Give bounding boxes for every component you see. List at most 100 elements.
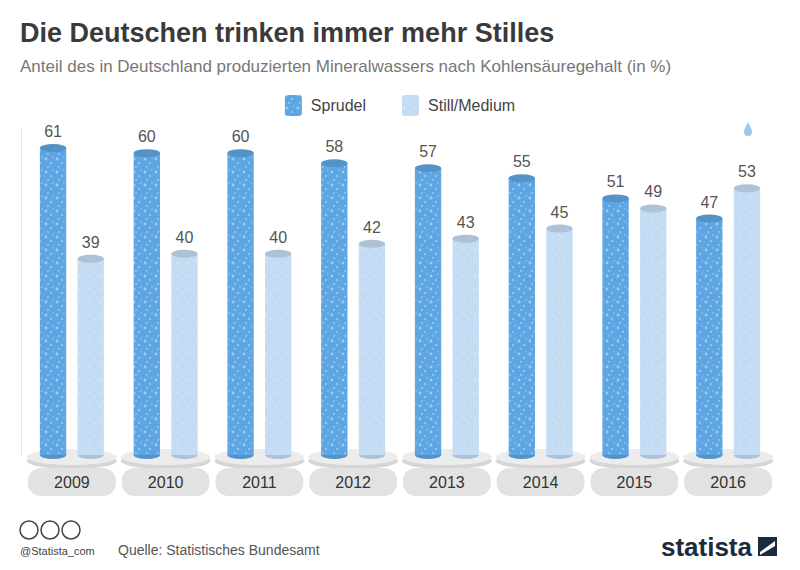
bar — [509, 178, 535, 455]
data-label: 53 — [738, 163, 756, 180]
bar — [171, 254, 197, 455]
data-label: 43 — [457, 214, 475, 231]
legend-swatch-bubbles — [402, 95, 419, 116]
bar-bubbles — [734, 188, 760, 455]
pedestals — [27, 449, 773, 496]
data-label: 57 — [419, 143, 437, 160]
data-label: 49 — [644, 183, 662, 200]
x-tick: 2014 — [523, 474, 559, 491]
drop-icon — [744, 122, 752, 136]
bar-cap — [696, 215, 722, 223]
credit: @Statista_com — [20, 545, 95, 557]
data-label: 61 — [44, 123, 62, 140]
logo-icon — [758, 537, 777, 556]
bar-cap — [602, 194, 628, 202]
bar — [453, 239, 479, 455]
year-box — [497, 468, 585, 496]
bar-cap — [415, 164, 441, 172]
x-tick-label: 2012 — [335, 474, 371, 491]
data-label: 40 — [176, 229, 194, 246]
bar-bubbles — [696, 219, 722, 455]
bar-bubbles — [509, 178, 535, 455]
logo-icon-mark — [760, 541, 775, 555]
bar-cap — [40, 144, 66, 152]
bar-cap — [134, 149, 160, 157]
bar-bubbles — [227, 153, 253, 455]
x-tick: 2011 — [242, 474, 277, 491]
x-tick: 2013 — [429, 474, 465, 491]
bar-bubbles — [453, 239, 479, 455]
bar-cap — [227, 149, 253, 157]
bar-bubbles — [415, 168, 441, 455]
bar-cap — [734, 184, 760, 192]
x-tick: 2010 — [148, 474, 184, 491]
x-tick: 2015 — [617, 474, 653, 491]
x-tick-label: 2009 — [54, 474, 90, 491]
y-axis — [21, 129, 22, 456]
bar — [640, 208, 666, 455]
bar — [359, 244, 385, 455]
legend-label: Sprudel — [311, 97, 366, 114]
x-tick-label: 2013 — [429, 474, 465, 491]
bar-bubbles — [359, 244, 385, 455]
x-tick: 2012 — [335, 474, 371, 491]
legend-item: Sprudel — [285, 95, 366, 116]
legend-swatch-bubbles — [285, 95, 302, 116]
bar — [734, 188, 760, 455]
bar — [415, 168, 441, 455]
bar-cap — [78, 255, 104, 263]
bar — [40, 148, 66, 455]
bar-cap — [171, 250, 197, 258]
subtitle: Anteil des in Deutschland produzierten M… — [20, 57, 671, 76]
year-box — [684, 468, 772, 496]
data-label: 42 — [363, 219, 381, 236]
y-axis-line — [21, 129, 22, 456]
bar — [321, 163, 347, 455]
source: Quelle: Statistisches Bundesamt — [118, 542, 320, 558]
bar-cap — [546, 225, 572, 233]
bar — [546, 229, 572, 455]
bar-cap — [509, 174, 535, 182]
bar-bubbles — [602, 198, 628, 455]
year-box — [309, 468, 397, 496]
bar-cap — [359, 240, 385, 248]
bar-bubbles — [640, 208, 666, 455]
title: Die Deutschen trinken immer mehr Stilles — [20, 18, 554, 48]
license-icon — [20, 521, 38, 539]
logo-text: statista — [661, 532, 753, 562]
x-tick: 2009 — [54, 474, 90, 491]
bar — [265, 254, 291, 455]
data-labels: 61 60 60 58 57 55 51 47 39 40 40 42 43 45 49 53 — [44, 123, 756, 251]
data-label: 58 — [325, 138, 343, 155]
data-label: 39 — [82, 234, 100, 251]
bars — [40, 144, 760, 455]
data-label: 40 — [269, 229, 287, 246]
bar-cap — [321, 159, 347, 167]
legend: Sprudel Still/Medium — [285, 95, 515, 116]
year-box — [215, 468, 303, 496]
data-label: 55 — [513, 153, 531, 170]
x-tick-label: 2015 — [617, 474, 653, 491]
bar — [134, 153, 160, 455]
legend-label: Still/Medium — [428, 97, 515, 114]
year-box — [590, 468, 678, 496]
data-label: 60 — [232, 128, 250, 145]
bar-bubbles — [134, 153, 160, 455]
bar-cap — [265, 250, 291, 258]
x-tick-label: 2011 — [242, 474, 277, 491]
bar — [78, 259, 104, 455]
bar-cap — [453, 235, 479, 243]
license-icon — [62, 521, 80, 539]
data-label: 60 — [138, 128, 156, 145]
x-tick-label: 2010 — [148, 474, 184, 491]
x-tick: 2016 — [710, 474, 746, 491]
bar — [227, 153, 253, 455]
footer: @Statista_com Quelle: Statistisches Bunde… — [20, 521, 777, 562]
data-label: 51 — [607, 173, 625, 190]
license-icon — [41, 521, 59, 539]
data-label: 45 — [551, 204, 569, 221]
bar-bubbles — [321, 163, 347, 455]
legend-swatch — [402, 95, 419, 116]
x-tick-label: 2014 — [523, 474, 559, 491]
data-label: 47 — [700, 194, 718, 211]
